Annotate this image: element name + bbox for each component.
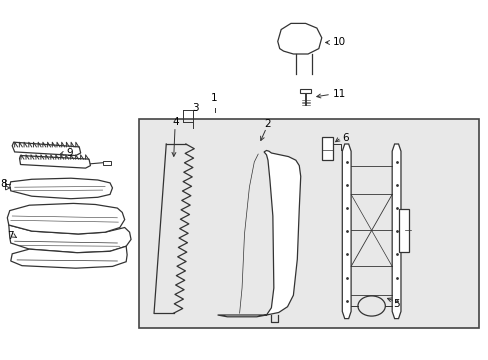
Polygon shape <box>342 144 350 319</box>
Text: 6: 6 <box>342 132 348 143</box>
Polygon shape <box>20 156 90 168</box>
Polygon shape <box>12 142 81 156</box>
Text: 3: 3 <box>192 103 199 113</box>
Bar <box>299 89 311 93</box>
Text: 2: 2 <box>264 119 271 129</box>
Polygon shape <box>277 23 321 54</box>
Text: 8: 8 <box>0 179 7 189</box>
Text: 4: 4 <box>172 117 179 127</box>
Bar <box>398 209 408 252</box>
Polygon shape <box>217 150 300 317</box>
Text: 7: 7 <box>7 231 14 241</box>
Polygon shape <box>9 225 131 253</box>
Text: 11: 11 <box>332 89 345 99</box>
Polygon shape <box>10 178 112 199</box>
FancyBboxPatch shape <box>139 119 478 328</box>
Polygon shape <box>7 203 124 234</box>
Text: 5: 5 <box>392 299 399 309</box>
Bar <box>321 137 332 160</box>
Text: 1: 1 <box>210 93 217 103</box>
Bar <box>102 161 111 165</box>
Polygon shape <box>391 144 400 319</box>
Polygon shape <box>11 246 127 268</box>
Text: 9: 9 <box>66 148 73 158</box>
Text: 10: 10 <box>332 37 345 48</box>
